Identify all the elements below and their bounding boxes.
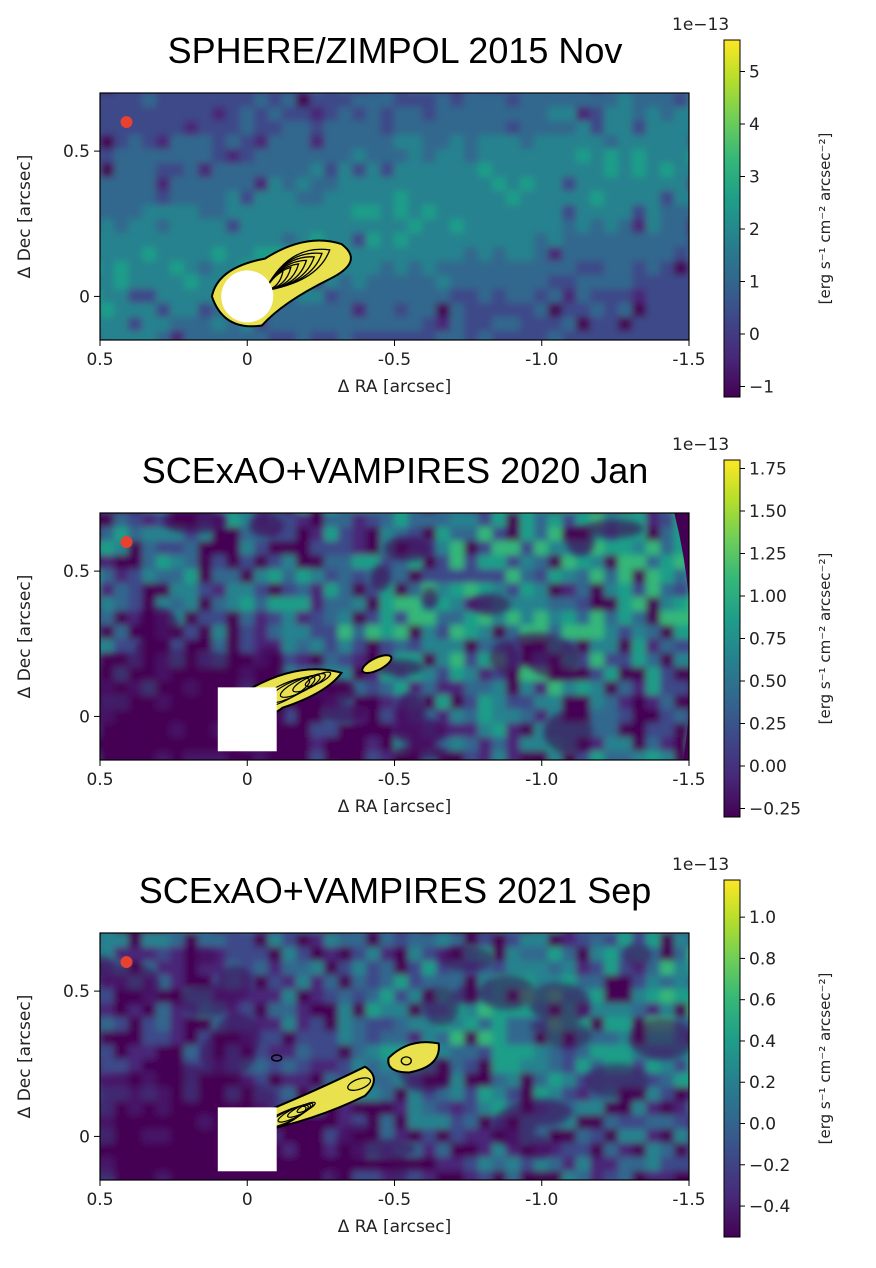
colorbar [723,879,741,1238]
x-tick-label: 0.5 [86,1190,113,1210]
colorbar-tick-label: 0 [749,325,760,345]
x-tick-label: -0.5 [378,350,411,370]
heatmap-chart: 0.5 0 -0.5 -1.0 -1.5Δ RA [arcsec]00.5Δ Dec [… [15,435,834,820]
coronagraph-mask [217,1107,277,1172]
colorbar [723,39,741,398]
star-marker [120,536,133,549]
x-tick-label: -1.5 [672,350,705,370]
coronagraph-mask [221,270,274,323]
panel-2021: SCExAO+VAMPIRES 2021 Sep 0.5 0 -0.5 -1.0 -1.… [0,840,876,1260]
x-axis-label: Δ RA [arcsec] [338,797,452,817]
heatmap-chart: 0.5 0 -0.5 -1.0 -1.5 Δ RA [arcsec] 0 0.5 Δ Dec [… [15,15,834,398]
colorbar-label: [erg s⁻¹ cm⁻² arcsec⁻²] [816,973,834,1145]
colorbar-tick-label: 2 [749,220,760,240]
colorbar-tick-label: 1.00 [749,587,787,607]
star-marker [120,116,133,129]
x-tick-label: -1.5 [672,770,705,790]
colorbar-tick-label: 0.75 [749,630,787,650]
edge-dark [674,513,689,760]
colorbar-tick-label: 1.50 [749,502,787,522]
colorbar-tick-label: 0.8 [749,949,776,969]
x-tick-label: 0 [242,1190,253,1210]
panel-title: SCExAO+VAMPIRES 2021 Sep [138,870,652,911]
heatmap-image [100,93,689,340]
colorbar-tick-label: 0.00 [749,757,787,777]
y-axis-label: Δ Dec [arcsec] [15,575,35,699]
plume-contour [296,1101,316,1114]
star-marker [120,956,133,969]
panel-2015: SPHERE/ZIMPOL 2015 Nov 0.5 0 -0.5 -1.0 -1.5 Δ… [0,0,876,420]
plume-contour [304,671,332,688]
panel-title: SCExAO+VAMPIRES 2020 Jan [141,450,649,491]
x-tick-label: 0.5 [86,770,113,790]
coronagraph-mask [217,687,277,752]
colorbar-scale: 1e−13 [672,15,729,35]
colorbar-tick-label: 5 [749,63,760,83]
colorbar-tick-label: 0.6 [749,991,776,1011]
colorbar-scale: 1e−13 [672,855,729,875]
y-tick-label: 0.5 [63,562,90,582]
colorbar-tick-label: 0.25 [749,715,787,735]
plume-contour [270,1054,283,1062]
colorbar-tick-label: −0.4 [749,1197,790,1217]
colorbar-tick-label: 0.0 [749,1115,776,1135]
x-tick-label: 0.5 [86,350,113,370]
x-tick-label: -1.0 [525,770,558,790]
heatmap-chart: 0.5 0 -0.5 -1.0 -1.5 Δ RA [arcsec] 0 0.5 Δ Dec [… [15,855,834,1238]
y-tick-label: 0 [79,1127,90,1147]
colorbar-label: [erg s⁻¹ cm⁻² arcsec⁻²] [816,133,834,305]
plume-contour [347,1077,372,1091]
colorbar-label: [erg s⁻¹ cm⁻² arcsec⁻²] [816,553,834,725]
colorbar-tick-label: 1.0 [749,908,776,928]
colorbar-tick-label: 1.75 [749,460,787,480]
colorbar-tick-label: 1.25 [749,545,787,565]
x-tick-label: 0 [242,770,253,790]
colorbar-tick-label: 4 [749,115,760,135]
colorbar-tick-label: 0.50 [749,672,787,692]
y-tick-label: 0.5 [63,982,90,1002]
colorbar-tick-label: 3 [749,168,760,188]
colorbar-tick-label: 0.4 [749,1032,776,1052]
colorbar-tick-label: −1 [749,378,774,398]
y-axis-label: Δ Dec [arcsec] [15,155,35,279]
plume-contour [361,654,393,675]
plume-contour [387,1041,440,1074]
panel-title: SPHERE/ZIMPOL 2015 Nov [167,30,623,71]
heatmap-image [100,933,689,1180]
x-axis-label: Δ RA [arcsec] [338,1217,452,1237]
x-tick-label: -1.0 [525,1190,558,1210]
x-tick-label: 0 [242,350,253,370]
colorbar-tick-label: −0.25 [749,800,801,820]
dark-regions [100,943,689,1180]
x-tick-label: -1.5 [672,1190,705,1210]
y-tick-label: 0 [79,707,90,727]
colorbar-scale: 1e−13 [672,435,729,455]
x-tick-label: -1.0 [525,350,558,370]
colorbar-tick-label: 1 [749,273,760,293]
colorbar-tick-label: −0.2 [749,1156,790,1176]
x-tick-label: -0.5 [378,1190,411,1210]
plume-contour [400,1056,412,1066]
colorbar-tick-label: 0.2 [749,1073,776,1093]
colorbar [723,459,741,818]
x-axis-label: Δ RA [arcsec] [338,377,452,397]
y-tick-label: 0.5 [63,142,90,162]
noise-texture [100,93,689,340]
y-axis-label: Δ Dec [arcsec] [15,995,35,1119]
y-tick-label: 0 [79,287,90,307]
x-tick-label: -0.5 [378,770,411,790]
heatmap-image [100,513,689,760]
panel-2020: SCExAO+VAMPIRES 2020 Jan 0.5 0 -0.5 -1.0 -1.… [0,420,876,840]
